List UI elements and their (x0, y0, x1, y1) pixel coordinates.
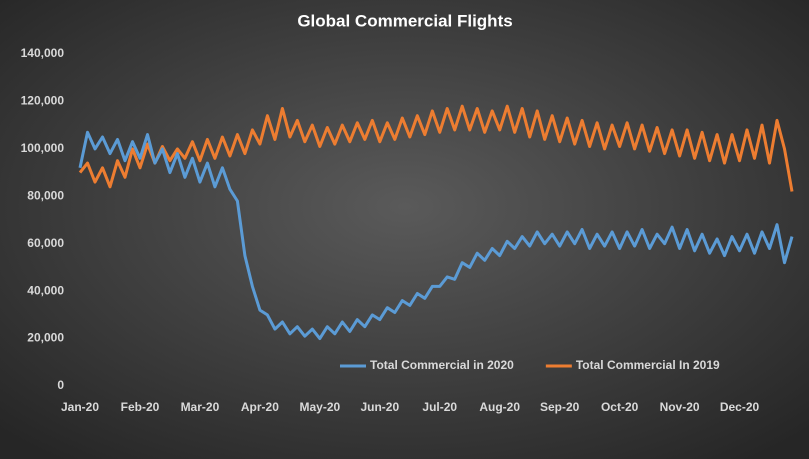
y-tick-label: 40,000 (27, 283, 64, 297)
line-series (78, 130, 794, 341)
x-tick-label: Feb-20 (121, 400, 160, 414)
y-tick-label: 20,000 (27, 331, 64, 345)
x-tick-label: Mar-20 (181, 400, 220, 414)
x-tick-label: Apr-20 (241, 400, 279, 414)
x-tick-label: Sep-20 (540, 400, 580, 414)
y-tick-label: 140,000 (21, 46, 65, 60)
chart-title: Global Commercial Flights (297, 11, 512, 30)
y-tick-label: 60,000 (27, 236, 64, 250)
x-tick-label: Jul-20 (422, 400, 457, 414)
line-series (78, 104, 794, 192)
x-tick-label: Nov-20 (660, 400, 700, 414)
legend-label: Total Commercial in 2020 (370, 358, 514, 372)
y-tick-label: 100,000 (21, 141, 65, 155)
x-tick-label: Dec-20 (720, 400, 760, 414)
x-tick-label: Jan-20 (61, 400, 99, 414)
x-tick-label: Aug-20 (479, 400, 520, 414)
y-tick-label: 0 (57, 378, 64, 392)
x-tick-label: Jun-20 (360, 400, 399, 414)
x-tick-label: Oct-20 (601, 400, 639, 414)
y-tick-label: 120,000 (21, 94, 65, 108)
y-tick-label: 80,000 (27, 188, 64, 202)
legend-label: Total Commercial In 2019 (576, 358, 720, 372)
x-tick-label: May-20 (299, 400, 340, 414)
